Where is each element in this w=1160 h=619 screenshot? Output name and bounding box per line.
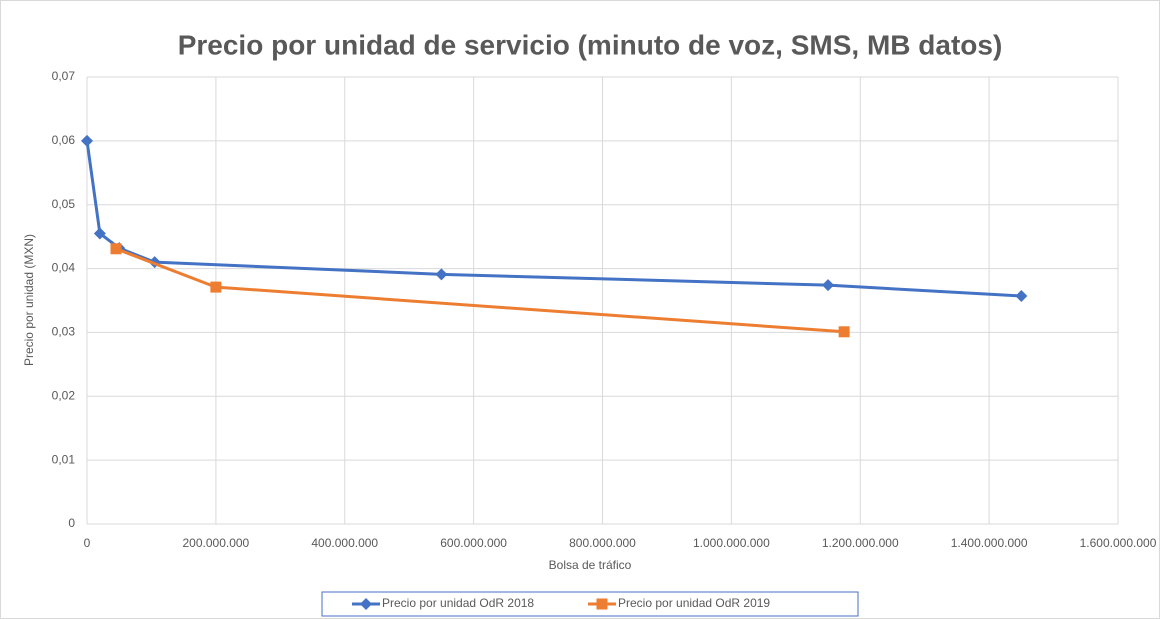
y-tick-label: 0,07 (52, 69, 76, 83)
x-tick-label: 0 (84, 536, 91, 550)
data-point (93, 227, 106, 240)
y-axis-label: Precio por unidad (MXN) (22, 234, 36, 366)
data-point (838, 326, 850, 338)
legend-marker (596, 598, 608, 610)
y-tick-label: 0,02 (52, 388, 76, 402)
x-tick-label: 1.200.000.000 (822, 536, 899, 550)
y-tick-label: 0,01 (52, 452, 76, 466)
x-tick-label: 800.000.000 (569, 536, 636, 550)
x-tick-label: 200.000.000 (183, 536, 250, 550)
legend-label: Precio por unidad OdR 2018 (382, 596, 534, 610)
x-tick-label: 600.000.000 (440, 536, 507, 550)
x-tick-label: 1.000.000.000 (693, 536, 770, 550)
y-tick-label: 0,05 (52, 197, 76, 211)
data-point (81, 134, 93, 147)
x-tick-label: 1.400.000.000 (951, 536, 1028, 550)
x-tick-label: 400.000.000 (311, 536, 378, 550)
y-tick-label: 0,03 (52, 325, 76, 339)
chart-title: Precio por unidad de servicio (minuto de… (178, 29, 1003, 60)
y-tick-label: 0 (68, 516, 75, 530)
y-tick-label: 0,06 (52, 133, 76, 147)
legend-box (321, 591, 859, 617)
y-tick-label: 0,04 (52, 261, 76, 275)
data-point (435, 268, 448, 281)
data-point (110, 243, 122, 255)
x-axis-label: Bolsa de tráfico (549, 558, 632, 572)
data-point (822, 279, 835, 292)
data-point (210, 281, 222, 293)
x-tick-label: 1.600.000.000 (1080, 536, 1157, 550)
legend-label: Precio por unidad OdR 2019 (618, 596, 770, 610)
data-point (1015, 290, 1028, 303)
legend-marker (360, 598, 372, 610)
